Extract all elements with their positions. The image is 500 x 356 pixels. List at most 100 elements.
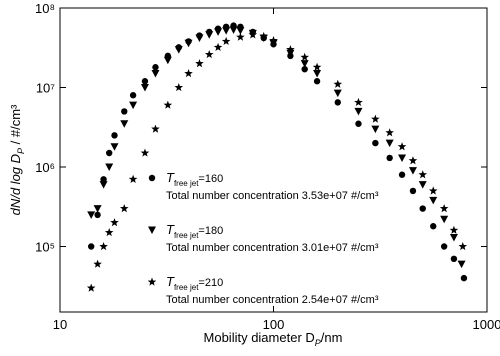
point (184, 39, 193, 48)
point (354, 97, 363, 107)
point (174, 83, 184, 92)
point (354, 107, 363, 116)
point (121, 108, 128, 115)
point (312, 62, 322, 71)
legend-label: Tfree jet=210 (166, 274, 223, 292)
point (87, 211, 96, 219)
point (86, 283, 96, 292)
x-tick-label: 10 (53, 317, 67, 332)
legend-sub: free jet (174, 179, 199, 188)
legend-note: Total number concentration 2.54e+07 #/cm… (166, 294, 379, 306)
point (419, 205, 426, 212)
y-label-main: dN/d log D (8, 154, 23, 215)
point (213, 42, 223, 51)
point (269, 36, 278, 45)
legend-symbol: T (166, 170, 175, 185)
point (313, 70, 322, 78)
x-tick-label: 100 (263, 317, 285, 332)
legend-note: Total number concentration 3.01e+07 #/cm… (166, 242, 379, 254)
point (106, 149, 113, 157)
point (205, 31, 214, 39)
point (111, 132, 118, 139)
point (408, 167, 417, 175)
y-label-sub: P (16, 148, 26, 154)
point (140, 83, 149, 92)
point (449, 233, 458, 242)
point (450, 255, 458, 263)
legend-value: =180 (198, 225, 223, 237)
point (184, 69, 193, 78)
point (119, 204, 129, 213)
point (128, 174, 138, 183)
point (129, 92, 137, 99)
point (418, 181, 427, 189)
point (398, 171, 406, 178)
point (269, 39, 278, 48)
point (334, 99, 341, 106)
point (221, 36, 231, 46)
point (460, 274, 468, 282)
point (430, 223, 437, 230)
point (429, 196, 438, 205)
point (99, 242, 108, 251)
legend-note: Total number concentration 3.53e+07 #/cm… (166, 190, 379, 202)
point (100, 176, 107, 183)
legend-value: =160 (198, 173, 223, 185)
point (428, 186, 438, 195)
point (409, 187, 417, 195)
point (397, 142, 407, 151)
point (259, 31, 269, 40)
legend-symbol: T (166, 274, 175, 289)
point (236, 32, 245, 41)
point (94, 211, 101, 219)
point (386, 154, 393, 162)
legend-sub: free jet (174, 231, 199, 240)
legend-marker (147, 277, 157, 286)
point (129, 101, 138, 110)
point (229, 26, 238, 34)
point (236, 27, 245, 35)
point (140, 148, 150, 157)
legend-marker (148, 174, 156, 182)
point (141, 78, 149, 85)
point (152, 64, 159, 71)
y-tick-label: 10⁶ (35, 160, 55, 175)
point (333, 79, 343, 88)
point (286, 45, 295, 54)
point (174, 46, 183, 54)
point (93, 259, 102, 268)
point (104, 228, 114, 237)
point (301, 65, 308, 73)
point (105, 163, 114, 171)
point (449, 225, 459, 234)
point (87, 243, 95, 250)
point (110, 218, 119, 227)
point (248, 30, 258, 39)
point (214, 28, 223, 36)
point (440, 215, 449, 224)
x-axis-label: Mobility diameter DP/nm (204, 330, 343, 348)
point (151, 124, 160, 133)
point (93, 205, 102, 213)
point (398, 154, 407, 162)
point (372, 139, 379, 147)
legend-label: Tfree jet=160 (166, 170, 223, 188)
legend-sub: free jet (174, 283, 199, 292)
point (195, 34, 204, 42)
point (163, 56, 172, 65)
point (99, 181, 108, 189)
point (458, 242, 468, 251)
x-tick-label: 1000 (473, 317, 500, 332)
point (151, 70, 160, 78)
legend-symbol: T (166, 222, 175, 237)
x-label-sub: P (315, 338, 321, 348)
point (195, 59, 204, 68)
legend-marker (148, 226, 156, 234)
y-axis-label: dN/d log DP / #/cm³ (8, 104, 26, 215)
plot-frame (59, 7, 488, 313)
point (457, 260, 466, 269)
point (110, 143, 119, 151)
y-tick-label: 10⁵ (35, 239, 55, 254)
point (222, 27, 231, 35)
